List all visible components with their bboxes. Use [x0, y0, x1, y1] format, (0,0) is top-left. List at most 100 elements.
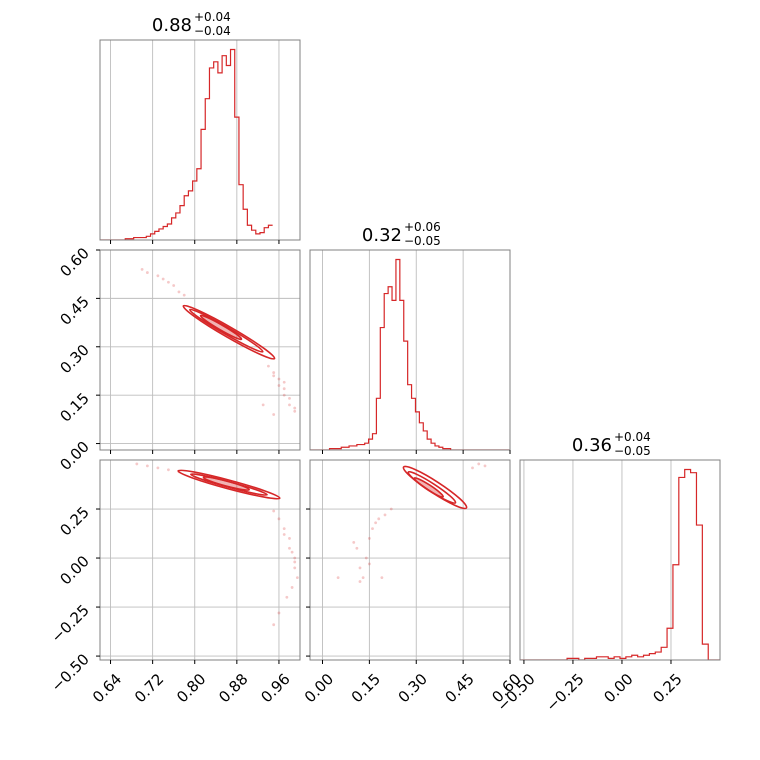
p10-ytick-label-2: 0.30	[56, 341, 92, 377]
p20-background	[100, 460, 300, 660]
p20-scatter-point-16	[272, 623, 276, 627]
p2-histogram-step	[520, 468, 720, 660]
p10-ytick-label-4: 0.60	[56, 244, 92, 280]
p20-scatter-point-8	[288, 537, 291, 540]
p10-scatter-point-16	[293, 409, 297, 413]
p20-xtick-label-0: 0.64	[89, 670, 125, 706]
p21-scatter-point-6	[367, 537, 371, 540]
p10-scatter-point-7	[182, 293, 186, 297]
p10-scatter-point-5	[172, 284, 176, 287]
p10-contour-1	[189, 308, 264, 353]
p1-title-minus: −0.05	[404, 234, 441, 248]
p21-contour-2	[413, 477, 445, 498]
p10-background	[100, 250, 300, 450]
p21-scatter-point-9	[377, 517, 381, 521]
p10-plot-area	[140, 267, 297, 416]
p21-scatter-point-2	[358, 566, 362, 570]
p20-scatter-point-14	[285, 595, 289, 599]
p20-panel	[100, 460, 300, 660]
p0-title: 0.88 +0.04−0.04	[152, 10, 231, 38]
p21-scatter-point-3	[361, 576, 365, 580]
p20-contour-2	[202, 476, 251, 491]
p20-scatter-point-9	[288, 546, 291, 550]
p20-frame	[99, 459, 301, 661]
p10-contour-0	[182, 304, 276, 360]
p1-title: 0.32 +0.06−0.05	[362, 220, 441, 248]
p20-scatter-point-0	[135, 462, 139, 466]
p20-scatter-point-1	[145, 464, 149, 468]
p1-background	[310, 250, 510, 450]
p0-histogram-step	[100, 48, 273, 240]
p2-title-minus: −0.05	[614, 444, 651, 458]
p20-scatter-point-5	[272, 509, 276, 513]
p10-scatter-point-18	[272, 374, 276, 378]
p20-scatter-point-12	[295, 576, 299, 580]
p20-ytick-label-1: −0.25	[48, 601, 93, 646]
p20-scatter-point-3	[167, 468, 170, 472]
p21-xtick-label-3: 0.45	[442, 670, 478, 706]
p20-xtick-label-3: 0.88	[215, 670, 251, 706]
p20-plot-area	[135, 462, 299, 627]
p21-scatter-point-11	[389, 507, 393, 511]
p21-scatter-point-12	[336, 576, 340, 580]
p10-ytick-label-3: 0.45	[56, 292, 92, 328]
p10-scatter-point-8	[272, 371, 276, 374]
p10-panel	[100, 249, 300, 450]
p10-ytick-label-0: 0.00	[56, 438, 92, 474]
p10-scatter-point-14	[288, 403, 291, 407]
p10-frame	[99, 249, 301, 451]
p2-xtick-label-3: 0.25	[649, 670, 685, 706]
p10-scatter-point-4	[167, 280, 170, 284]
p1-frame	[309, 249, 511, 451]
p20-scatter-point-18	[290, 550, 294, 554]
p20-scatter-point-13	[290, 586, 294, 589]
p2-frame	[519, 459, 721, 661]
p21-scatter-point-5	[364, 556, 368, 560]
p20-ytick-label-3: 0.25	[56, 503, 92, 539]
p2-xtick-label-2: 0.00	[600, 670, 636, 706]
p21-xtick-label-0: 0.00	[301, 670, 337, 706]
p10-scatter-point-9	[277, 377, 281, 381]
p1-panel	[310, 250, 511, 450]
p0-title-median: 0.88	[152, 15, 192, 36]
p0-background	[100, 40, 300, 240]
p21-xtick-label-2: 0.30	[395, 670, 431, 706]
p21-scatter-point-15	[477, 462, 481, 466]
p20-scatter-point-19	[282, 533, 286, 536]
p2-xtick-label-1: −0.25	[542, 670, 587, 715]
p21-scatter-point-7	[371, 527, 374, 531]
p1-title-median: 0.32	[362, 225, 402, 246]
p20-scatter-point-2	[156, 466, 160, 470]
p20-xtick-label-1: 0.72	[131, 670, 167, 706]
p21-frame	[309, 459, 511, 661]
p10-scatter-point-15	[293, 406, 297, 410]
p21-scatter-point-8	[374, 521, 378, 525]
p20-scatter-point-7	[282, 527, 286, 531]
p21-scatter-point-4	[358, 580, 362, 583]
p21-scatter-point-16	[483, 464, 487, 468]
p21-panel	[310, 460, 511, 660]
p0-title-plus: +0.04	[194, 10, 231, 24]
p20-scatter-point-6	[277, 517, 281, 521]
p20-scatter-point-17	[293, 560, 297, 564]
p10-contour-2	[199, 314, 243, 341]
p21-scatter-point-10	[383, 513, 387, 517]
p10-scatter-point-21	[272, 413, 276, 416]
p21-plot-area	[336, 462, 487, 583]
p1-histogram-step	[310, 258, 510, 450]
p10-scatter-point-2	[156, 274, 160, 278]
p2-title: 0.36 +0.04−0.05	[572, 430, 651, 458]
p2-title-median: 0.36	[572, 435, 612, 456]
p21-scatter-point-14	[367, 562, 371, 566]
p10-scatter-point-3	[161, 277, 165, 281]
p10-scatter-point-1	[145, 271, 149, 274]
p10-ytick-label-1: 0.15	[56, 389, 92, 425]
p2-panel	[520, 460, 720, 660]
p20-ytick-label-2: 0.00	[56, 552, 92, 588]
p21-scatter-point-1	[355, 546, 359, 550]
p10-scatter-point-0	[140, 267, 144, 271]
p21-scatter-point-17	[471, 466, 474, 470]
p0-frame	[99, 39, 301, 241]
p0-panel	[100, 40, 300, 240]
